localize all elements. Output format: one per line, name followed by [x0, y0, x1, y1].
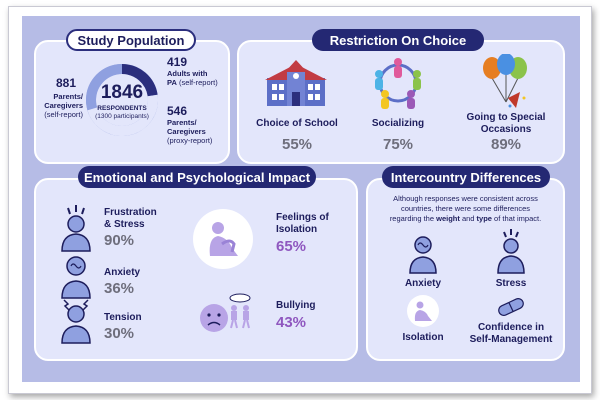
- intercountry-stress-label: Stress: [495, 278, 527, 289]
- intercountry-desc-line1: Although responses were consistent acros…: [393, 194, 538, 203]
- adults-pa-value: 419: [167, 55, 188, 69]
- caregivers-proxy-label2: Caregivers: [167, 127, 206, 136]
- isolation-feelings-value: 65%: [276, 238, 307, 255]
- adults-pa-label1: Adults with: [167, 69, 208, 78]
- desc-line3-pre: regarding the: [389, 214, 437, 223]
- anxious-person-icon: [61, 256, 91, 299]
- frustration-label1: Frustration: [104, 207, 157, 218]
- bullying-label: Bullying: [276, 300, 316, 311]
- special-occasions-value: 89%: [490, 136, 522, 153]
- adults-pa-label2-text: PA: [167, 78, 177, 87]
- isolated-person-icon: [193, 209, 253, 269]
- anxiety-value: 36%: [104, 280, 135, 297]
- respondents-donut-chart: [86, 64, 158, 136]
- donut-segment: [121, 64, 158, 97]
- study-population-title: Study Population: [66, 29, 196, 51]
- donut-segment: [86, 64, 123, 111]
- study-population-panel: [34, 40, 230, 164]
- balloons-icon: [483, 54, 527, 108]
- intercountry-desc-line3: regarding the weight and type of that im…: [370, 214, 561, 224]
- choice-of-school-value: 55%: [281, 136, 313, 153]
- caregivers-self-label2: Caregivers: [44, 101, 83, 110]
- intercountry-anxiety-label: Anxiety: [404, 278, 442, 289]
- desc-line3-mid: and: [459, 214, 477, 223]
- anxiety-label: Anxiety: [104, 267, 141, 278]
- confidence-label1: Confidence in: [477, 322, 545, 333]
- desc-bold-weight: weight: [436, 214, 460, 223]
- frustration-label2: & Stress: [104, 219, 145, 230]
- tense-person-icon: [61, 299, 91, 344]
- respondents-label: RESPONDENTS: [97, 105, 147, 112]
- pills-icon: [498, 298, 524, 316]
- caregivers-proxy-note: (proxy-report): [167, 136, 213, 145]
- isolation-feelings-label2: Isolation: [276, 224, 318, 235]
- caregivers-self-note: (self-report): [44, 110, 83, 119]
- caregivers-self-label1: Parents/: [53, 92, 83, 101]
- isolation-icon: [407, 295, 439, 327]
- stressed-person-icon: [61, 205, 91, 252]
- restriction-title: Restriction On Choice: [312, 29, 484, 51]
- intercountry-panel: [366, 178, 565, 361]
- desc-line3-post: of that impact.: [491, 214, 542, 223]
- special-occasions-label1: Going to Special: [466, 112, 546, 123]
- confidence-label2: Self-Management: [469, 334, 553, 345]
- caregivers-proxy-value: 546: [167, 104, 188, 118]
- anxiety-icon: [409, 236, 437, 274]
- intercountry-desc-line2: countries, there were some differences: [400, 204, 531, 213]
- respondents-total: 1846: [100, 82, 144, 103]
- bullying-icon: [200, 293, 251, 332]
- adults-pa-label2: PA (self-report): [167, 78, 218, 87]
- emotional-title: Emotional and Psychological Impact: [78, 166, 316, 188]
- special-occasions-label2: Occasions: [480, 124, 532, 135]
- emotional-panel: [34, 178, 358, 361]
- choice-of-school-label: Choice of School: [256, 118, 338, 129]
- frustration-value: 90%: [104, 232, 135, 249]
- socializing-value: 75%: [382, 136, 414, 153]
- tension-label: Tension: [104, 312, 142, 323]
- tension-value: 30%: [104, 325, 135, 342]
- school-icon: [265, 60, 327, 106]
- desc-bold-type: type: [476, 214, 492, 223]
- stress-icon: [497, 229, 525, 274]
- caregivers-self-value: 881: [56, 76, 77, 90]
- socializing-label: Socializing: [371, 118, 425, 129]
- caregivers-proxy-label1: Parents/: [167, 118, 197, 127]
- isolation-feelings-label1: Feelings of: [276, 212, 329, 223]
- intercountry-description: Although responses were consistent acros…: [370, 194, 561, 224]
- respondents-subtext: (1300 participants): [95, 113, 149, 120]
- donut-segment: [87, 94, 158, 136]
- people-circle-icon: [375, 58, 421, 109]
- bullying-value: 43%: [276, 314, 307, 331]
- intercountry-isolation-label: Isolation: [402, 332, 444, 343]
- adults-pa-note: (self-report): [178, 78, 218, 87]
- intercountry-title: Intercountry Differences: [382, 166, 550, 188]
